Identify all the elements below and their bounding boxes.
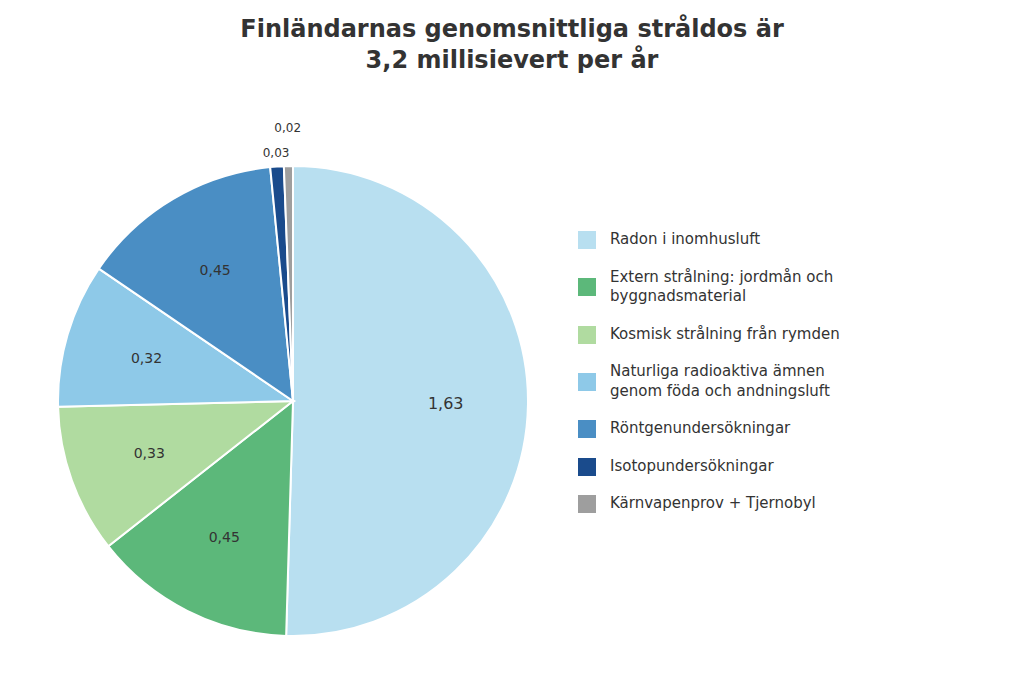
html-text:Naturliga radioaktiva ämnen ge: Naturliga radioaktiva ämnen genom föda o… [610, 362, 830, 400]
html-text:Radon i inomhusluft: Radon i inomhusluft [610, 230, 761, 249]
html-text:Finländarnas genomsnittliga st: Finländarnas genomsnittliga stråldos är … [240, 15, 784, 75]
html-text:Extern strålning: jordmån och: Extern strålning: jordmån och byggnadsma… [610, 267, 834, 306]
svg-text:0,32: 0,32 [131, 350, 162, 366]
svg-text:0,03: 0,03 [263, 146, 290, 160]
html-text:Kärnvapenprov + Tjernobyl: Kärnvapenprov + Tjernobyl [610, 494, 816, 513]
html-text:Röntgenundersökningar: Röntgenundersökningar [610, 419, 791, 438]
svg-text:0,33: 0,33 [134, 445, 165, 461]
svg-text:0,45: 0,45 [200, 262, 231, 278]
html-text:Kosmisk strålning från rymden: Kosmisk strålning från rymden [610, 324, 840, 343]
svg-text:0,02: 0,02 [274, 121, 301, 135]
html-text:Isotopundersökningar: Isotopundersökningar [610, 456, 774, 475]
svg-text:0,45: 0,45 [209, 529, 240, 545]
svg-text:1,63: 1,63 [428, 394, 464, 413]
